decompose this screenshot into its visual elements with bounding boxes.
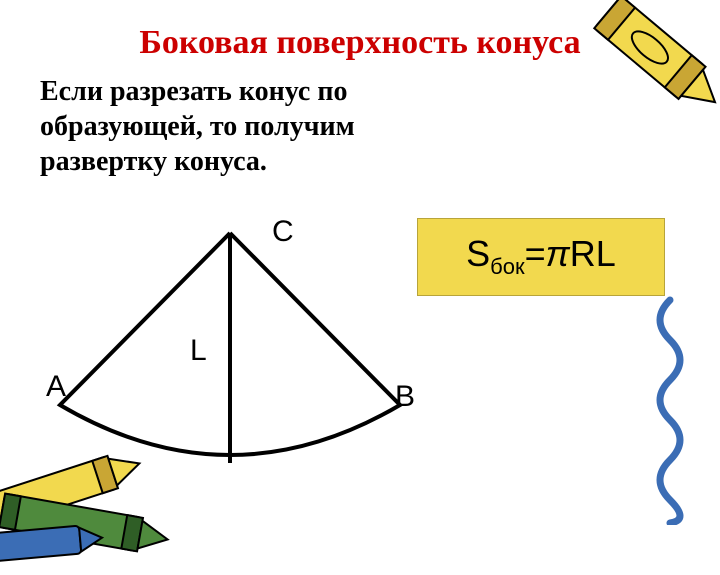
label-b: B bbox=[395, 380, 415, 414]
formula-sub: бок bbox=[490, 255, 524, 280]
formula-pi: π bbox=[546, 233, 570, 274]
formula-text: Sбок=πRL bbox=[466, 233, 616, 280]
label-l: L bbox=[190, 334, 207, 368]
slide-body-text: Если разрезать конус по образующей, то п… bbox=[40, 74, 470, 179]
label-a: A bbox=[46, 370, 66, 404]
formula-box: Sбок=πRL bbox=[417, 218, 665, 296]
crayon-decoration-bottom-left bbox=[0, 430, 200, 570]
label-c: C bbox=[272, 215, 294, 249]
formula-s: S bbox=[466, 233, 490, 274]
formula-rl: RL bbox=[570, 233, 616, 274]
crayon-decoration-top-right bbox=[570, 0, 720, 142]
formula-eq: = bbox=[525, 233, 546, 274]
squiggle-decoration bbox=[645, 295, 695, 525]
